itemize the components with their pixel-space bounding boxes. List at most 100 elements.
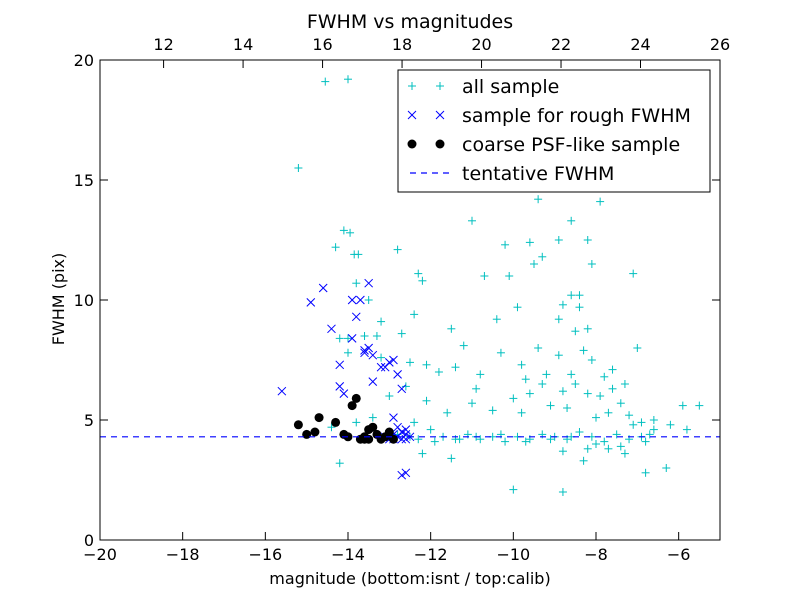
data-point bbox=[546, 435, 555, 444]
axes: −20 −18 −16 −14 −12 −10 −8 −6 12 14 16 18 20 22 24 26 0 5… bbox=[74, 35, 731, 564]
x-tick-label: −12 bbox=[414, 545, 448, 564]
data-point bbox=[422, 396, 431, 405]
legend-label: sample for rough FWHM bbox=[462, 105, 691, 127]
data-point bbox=[575, 291, 584, 300]
chart-title: FWHM vs magnitudes bbox=[307, 11, 513, 33]
y-axis-label: FWHM (pix) bbox=[49, 253, 68, 346]
data-point bbox=[356, 295, 365, 305]
data-point bbox=[509, 394, 518, 403]
data-point bbox=[600, 372, 609, 381]
data-point bbox=[629, 269, 638, 278]
legend-box bbox=[397, 69, 711, 193]
data-point bbox=[608, 384, 617, 393]
data-point bbox=[620, 449, 629, 458]
legend-swatch bbox=[435, 139, 445, 149]
data-point bbox=[608, 365, 617, 374]
y-tick-label: 20 bbox=[74, 51, 94, 70]
x-tick-label: −20 bbox=[83, 545, 117, 564]
data-point bbox=[534, 195, 543, 204]
data-point bbox=[468, 399, 476, 408]
legend-entry: sample for rough FWHM bbox=[407, 105, 691, 127]
data-point bbox=[521, 437, 530, 446]
data-point bbox=[414, 435, 423, 444]
data-point bbox=[604, 408, 613, 417]
data-point bbox=[538, 252, 547, 261]
series-circle bbox=[293, 393, 398, 444]
data-point bbox=[360, 434, 370, 444]
data-point bbox=[344, 75, 352, 84]
data-point bbox=[372, 429, 382, 439]
data-point bbox=[360, 346, 369, 355]
data-point bbox=[455, 435, 464, 444]
data-point bbox=[513, 303, 522, 312]
data-point bbox=[331, 243, 340, 252]
data-point bbox=[579, 456, 588, 465]
data-point bbox=[525, 238, 534, 247]
series-plus bbox=[294, 75, 704, 496]
data-point bbox=[397, 470, 407, 480]
data-point bbox=[558, 387, 567, 396]
data-point bbox=[384, 358, 394, 367]
data-point bbox=[505, 272, 514, 280]
data-point bbox=[525, 389, 534, 398]
data-point bbox=[567, 216, 576, 225]
data-point bbox=[331, 417, 341, 427]
data-point bbox=[488, 406, 497, 415]
data-point bbox=[554, 315, 563, 324]
legend-label: all sample bbox=[462, 76, 559, 98]
legend-label: tentative FWHM bbox=[462, 163, 614, 185]
data-point bbox=[418, 449, 427, 458]
legend: all sample sample for rough FWHM coarse PS… bbox=[397, 69, 711, 193]
x-top-tick-label: 12 bbox=[153, 35, 173, 54]
data-point bbox=[542, 370, 551, 379]
data-point bbox=[388, 434, 398, 444]
data-point bbox=[645, 430, 654, 439]
data-point bbox=[612, 430, 621, 439]
data-point bbox=[376, 362, 386, 372]
data-point bbox=[662, 464, 671, 472]
x-top-tick-label: 24 bbox=[630, 35, 650, 54]
data-point bbox=[538, 380, 547, 388]
x-tick-label: −8 bbox=[584, 545, 608, 564]
legend-swatch bbox=[436, 82, 444, 90]
data-point bbox=[567, 370, 576, 379]
data-point bbox=[351, 393, 361, 403]
data-point bbox=[587, 356, 596, 364]
data-point bbox=[327, 423, 336, 432]
data-point bbox=[546, 401, 555, 410]
data-point bbox=[678, 401, 687, 410]
legend-swatch bbox=[407, 139, 417, 149]
data-point bbox=[310, 427, 320, 437]
data-point bbox=[509, 485, 518, 494]
data-point bbox=[596, 392, 605, 400]
data-point bbox=[364, 296, 373, 304]
data-point bbox=[517, 408, 526, 417]
data-point bbox=[575, 428, 584, 436]
data-point bbox=[377, 353, 386, 362]
data-point bbox=[567, 291, 576, 300]
data-point bbox=[587, 260, 596, 268]
data-point bbox=[368, 422, 378, 432]
data-point bbox=[695, 401, 704, 410]
data-point bbox=[306, 298, 316, 307]
data-point bbox=[364, 343, 374, 353]
data-point bbox=[596, 197, 605, 206]
data-point bbox=[418, 276, 427, 285]
data-point bbox=[368, 377, 378, 386]
x-top-tick-label: 18 bbox=[392, 35, 412, 54]
data-point bbox=[339, 226, 348, 235]
data-point bbox=[558, 447, 567, 456]
data-point bbox=[389, 355, 398, 365]
y-tick-label: 15 bbox=[74, 171, 94, 190]
data-point bbox=[397, 329, 406, 338]
data-point bbox=[401, 468, 411, 478]
data-point bbox=[426, 425, 435, 434]
data-point bbox=[583, 389, 592, 398]
data-point bbox=[649, 416, 658, 424]
data-point bbox=[314, 413, 324, 423]
data-point bbox=[629, 420, 638, 429]
x-tick-label: −10 bbox=[496, 545, 530, 564]
data-point bbox=[344, 334, 352, 343]
data-point bbox=[414, 269, 423, 278]
